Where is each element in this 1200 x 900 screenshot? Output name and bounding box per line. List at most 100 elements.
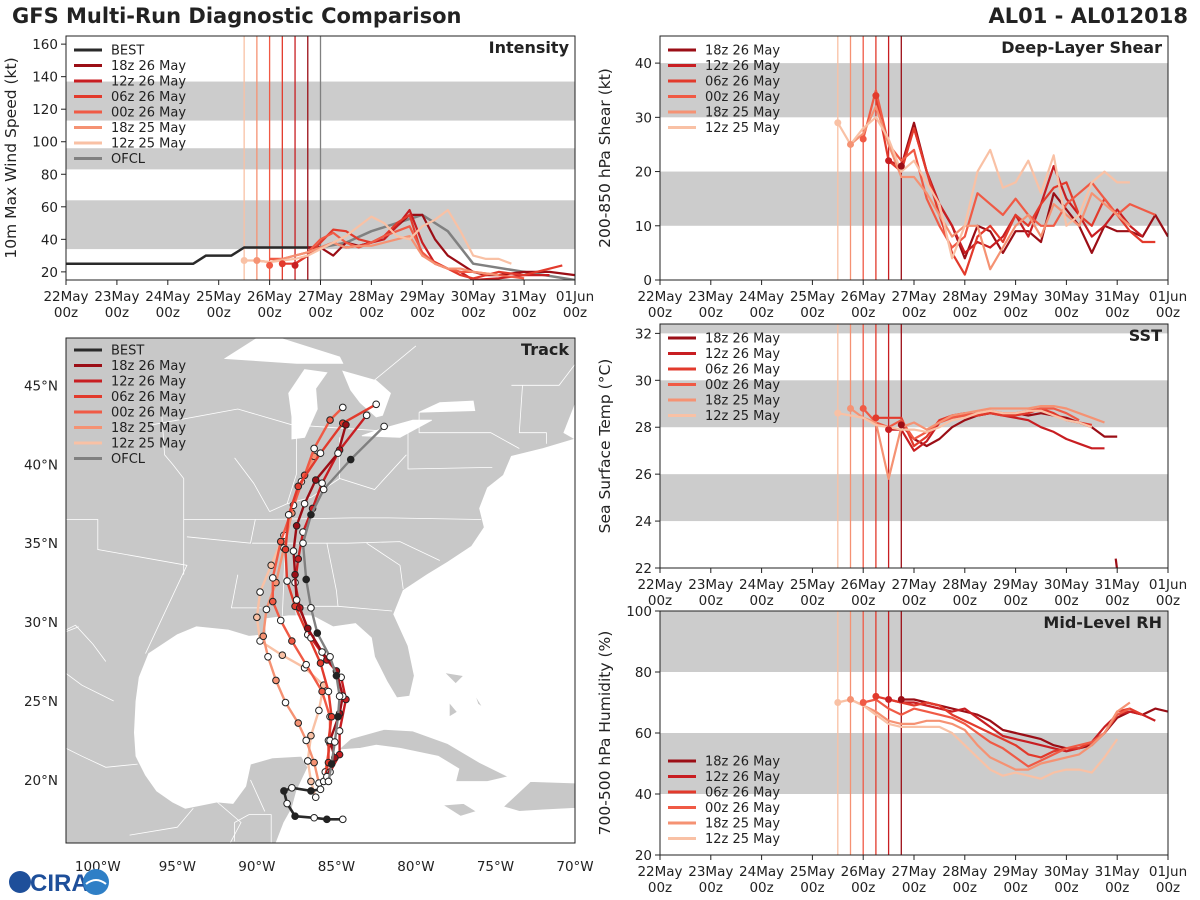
- track-point-ofcl: [332, 671, 341, 680]
- x-tick-label-hour: 00z: [1156, 305, 1180, 321]
- track-point-00z-26-may: [310, 444, 318, 453]
- y-tick-label: 160: [32, 37, 58, 53]
- track-point-00z-26-may: [326, 416, 334, 424]
- shear-plot-area: [660, 36, 1168, 280]
- x-tick-label-hour: 00z: [410, 305, 434, 321]
- y-tick-label: 40: [41, 232, 58, 248]
- track-point-12z-26-may: [318, 479, 326, 487]
- track-point-18z-26-may: [334, 449, 342, 458]
- track-map-area: [66, 338, 575, 843]
- init-marker-12z-26-may: [885, 695, 893, 703]
- x-tick-label-hour: 00z: [1054, 305, 1078, 321]
- y-tick-label: 20: [635, 165, 652, 181]
- y-tick-label: 32: [635, 326, 652, 342]
- x-tick-label-hour: 00z: [851, 305, 875, 321]
- x-tick-label-hour: 00z: [1156, 593, 1180, 609]
- state-border: [230, 574, 262, 609]
- legend-label-ofcl: OFCL: [111, 452, 146, 467]
- y-tick-label: 22: [635, 561, 652, 577]
- track-point-12z-25-may: [267, 561, 275, 570]
- track-point-18z-25-may: [272, 676, 280, 685]
- land-bahamas: [448, 701, 458, 718]
- y-tick-label: 0: [643, 273, 652, 289]
- init-marker-06z-26-may: [872, 414, 880, 422]
- x-tick-label-date: 22May: [637, 289, 682, 305]
- rh-ylabel: 700-500 hPa Humidity (%): [596, 631, 614, 836]
- track-point-ofcl: [334, 712, 342, 721]
- x-tick-label-hour: 00z: [156, 305, 180, 321]
- track-point-12z-26-may: [294, 555, 303, 563]
- state-border: [255, 517, 482, 520]
- y-tick-label: 100: [32, 135, 58, 151]
- x-tick-label-hour: 00z: [461, 305, 485, 321]
- x-tick-label-hour: 00z: [699, 305, 723, 321]
- state-border: [234, 457, 270, 512]
- track-point-best: [307, 787, 315, 795]
- shade-band: [660, 380, 1168, 428]
- x-tick-label-hour: 00z: [902, 305, 926, 321]
- series-line-18z-25-may: [849, 405, 1105, 480]
- shade-band: [660, 171, 1168, 226]
- state-border: [216, 801, 242, 843]
- shade-band: [660, 63, 1168, 118]
- logo-text: CIRA: [30, 870, 89, 897]
- track-point-12z-25-may: [303, 757, 312, 765]
- init-marker-12z-25-may: [834, 699, 842, 706]
- track-point-ofcl: [299, 539, 307, 547]
- init-marker-06z-26-may: [278, 260, 286, 268]
- x-tick-label-date: 30May: [451, 289, 496, 305]
- legend-label-06z-26-may: 06z 26 May: [111, 390, 186, 405]
- y-tick-label: 60: [635, 726, 652, 742]
- track-point-18z-26-may: [292, 596, 301, 604]
- lake-ontario: [418, 400, 476, 413]
- legend-label-06z-26-may: 06z 26 May: [705, 363, 780, 378]
- track-point-06z-26-may: [327, 712, 336, 721]
- state-border: [407, 432, 493, 470]
- storm-id: AL01 - AL012018: [988, 4, 1189, 28]
- track-point-ofcl: [319, 485, 328, 494]
- x-tick-label-hour: 00z: [105, 305, 129, 321]
- x-tick-label-date: 27May: [298, 289, 343, 305]
- track-point-18z-26-may: [289, 547, 298, 555]
- shade-band: [660, 324, 1168, 334]
- track-point-06z-26-may: [316, 659, 325, 667]
- shear-ylabel: 200-850 hPa Shear (kt): [596, 68, 614, 248]
- x-tick-label-date: 30May: [1044, 289, 1089, 305]
- x-tick-label-date: 31May: [1095, 864, 1140, 880]
- rh-panel: 2040608010022May00z23May00z24May00z25May…: [596, 604, 1187, 896]
- track-point-best: [323, 815, 331, 824]
- x-tick-label-date: 25May: [790, 577, 835, 593]
- state-border: [367, 345, 417, 386]
- track-point-18z-26-may: [318, 648, 326, 656]
- track-point-18z-26-may: [291, 570, 299, 579]
- track-point-best: [283, 799, 291, 808]
- x-tick-label-hour: 00z: [749, 593, 773, 609]
- state-border: [161, 408, 185, 575]
- lon-tick-label: 90°W: [238, 859, 275, 875]
- shear-title: Deep-Layer Shear: [1001, 38, 1162, 57]
- track-point-ofcl: [307, 510, 315, 519]
- lon-tick-label: 80°W: [397, 859, 434, 875]
- lon-tick-label: 75°W: [477, 859, 514, 875]
- init-marker-18z-26-may: [897, 421, 905, 429]
- x-tick-label-date: 24May: [145, 289, 190, 305]
- x-tick-label-date: 27May: [891, 289, 936, 305]
- track-point-18z-25-may: [259, 632, 268, 641]
- land-hispaniola: [502, 781, 575, 812]
- init-marker-12z-26-may: [885, 157, 893, 165]
- x-tick-label-date: 22May: [637, 864, 682, 880]
- series-line-06z-26-may: [875, 407, 1093, 448]
- x-tick-label-hour: 00z: [953, 305, 977, 321]
- track-point-12z-25-may: [307, 731, 315, 740]
- init-marker-00z-26-may: [859, 699, 867, 706]
- x-tick-label-hour: 00z: [359, 305, 383, 321]
- x-tick-label-date: 27May: [891, 577, 936, 593]
- x-tick-label-date: 23May: [94, 289, 139, 305]
- series-line-12z-25-may: [837, 698, 1119, 780]
- track-point-ofcl: [335, 692, 344, 701]
- x-tick-label-date: 25May: [790, 289, 835, 305]
- y-tick-label: 40: [635, 787, 652, 803]
- rh-title: Mid-Level RH: [1043, 613, 1162, 632]
- x-tick-label-hour: 00z: [1054, 593, 1078, 609]
